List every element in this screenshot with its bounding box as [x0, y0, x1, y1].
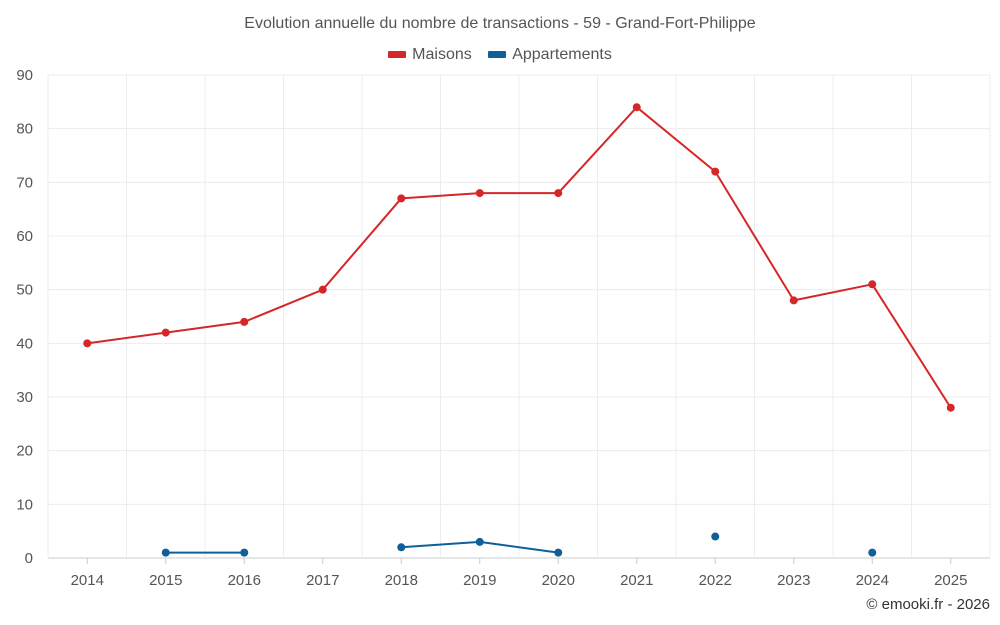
series-line-maisons-6 — [557, 106, 638, 195]
series-maisons — [83, 103, 955, 412]
x-tick-label-2022: 2022 — [699, 572, 732, 589]
series-appartements — [161, 532, 877, 557]
series-layer — [83, 103, 955, 557]
data-point-maisons-2023[interactable] — [789, 296, 798, 305]
x-tick-label-2019: 2019 — [463, 572, 496, 589]
x-tick-label-2020: 2020 — [542, 572, 575, 589]
data-point-maisons-2017[interactable] — [318, 285, 327, 294]
data-point-maisons-2020[interactable] — [554, 189, 563, 198]
series-line-appartements-1 — [400, 540, 481, 549]
series-line-maisons-3 — [321, 197, 403, 291]
series-line-maisons-4 — [400, 192, 481, 200]
y-tick-label-50: 50 — [16, 282, 33, 299]
y-tick-label-70: 70 — [16, 174, 33, 191]
x-axis-ticks: 2014 2015 2016 2017 2018 2019 2020 2021 2022 2023… — [71, 558, 967, 589]
y-tick-label-90: 90 — [16, 67, 33, 84]
legend-swatch-appartements — [488, 51, 507, 58]
y-tick-label-0: 0 — [25, 550, 33, 567]
y-tick-label-60: 60 — [16, 228, 33, 245]
series-line-maisons-1 — [164, 320, 246, 334]
data-point-appartements-2019[interactable] — [475, 537, 484, 546]
series-line-maisons-0 — [86, 331, 167, 345]
x-tick-label-2018: 2018 — [385, 572, 418, 589]
legend-label-maisons: Maisons — [412, 45, 472, 63]
data-point-maisons-2016[interactable] — [240, 317, 249, 326]
legend-label-appartements: Appartements — [512, 45, 612, 63]
x-tick-label-2023: 2023 — [777, 572, 810, 589]
x-tick-label-2015: 2015 — [149, 572, 182, 589]
series-line-maisons-10 — [871, 283, 952, 409]
x-tick-label-2025: 2025 — [934, 572, 967, 589]
y-tick-label-80: 80 — [16, 121, 33, 138]
data-point-appartements-2020[interactable] — [554, 548, 563, 557]
data-point-maisons-2022[interactable] — [711, 167, 720, 176]
series-line-maisons-8 — [714, 170, 795, 302]
x-tick-label-2017: 2017 — [306, 572, 339, 589]
chart-title: Evolution annuelle du nombre de transact… — [244, 15, 756, 32]
y-tick-label-20: 20 — [16, 443, 33, 460]
chart-legend: Maisons Appartements — [0, 45, 1000, 64]
data-point-maisons-2019[interactable] — [475, 189, 484, 198]
data-point-maisons-2021[interactable] — [632, 103, 641, 112]
data-point-appartements-2018[interactable] — [397, 543, 406, 552]
x-tick-label-2014: 2014 — [71, 572, 104, 589]
legend-item-maisons[interactable]: Maisons — [388, 46, 472, 64]
data-point-maisons-2018[interactable] — [397, 194, 406, 203]
y-tick-label-40: 40 — [16, 335, 33, 352]
legend-item-appartements[interactable]: Appartements — [488, 46, 612, 64]
data-point-appartements-2015[interactable] — [161, 548, 170, 557]
y-axis-ticks: 0 10 20 30 40 50 60 70 80 90 — [16, 67, 33, 567]
data-point-maisons-2014[interactable] — [83, 339, 92, 348]
legend-swatch-maisons — [388, 51, 407, 58]
y-tick-label-10: 10 — [16, 496, 33, 513]
data-point-appartements-2016[interactable] — [240, 548, 249, 557]
series-line-appartements-2 — [478, 540, 560, 554]
data-point-maisons-2025[interactable] — [946, 403, 955, 412]
series-line-maisons-9 — [792, 283, 874, 302]
series-line-maisons-2 — [243, 288, 324, 323]
credit-text: © emooki.fr - 2026 — [866, 596, 990, 613]
grid-lines — [47, 74, 991, 559]
data-point-appartements-2022[interactable] — [711, 532, 720, 541]
data-point-maisons-2024[interactable] — [868, 280, 877, 289]
series-line-maisons-7 — [635, 106, 717, 173]
y-tick-label-30: 30 — [16, 389, 33, 406]
data-point-maisons-2015[interactable] — [161, 328, 170, 337]
data-point-appartements-2024[interactable] — [868, 548, 877, 557]
x-tick-label-2024: 2024 — [856, 572, 889, 589]
x-tick-label-2021: 2021 — [620, 572, 653, 589]
x-tick-label-2016: 2016 — [228, 572, 261, 589]
